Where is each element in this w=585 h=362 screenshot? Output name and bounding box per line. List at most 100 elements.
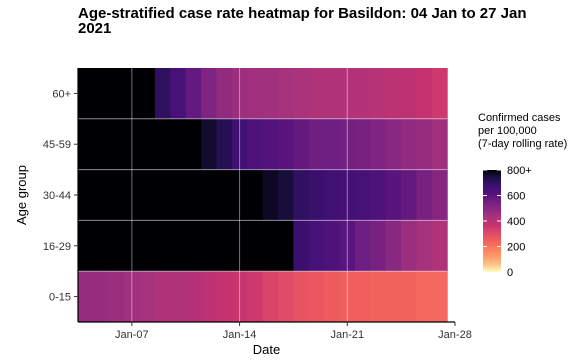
heatmap-cell	[231, 271, 248, 323]
heatmap-cell	[339, 118, 356, 170]
heatmap-cell	[170, 68, 187, 120]
heatmap-cell	[139, 118, 156, 170]
legend-tick-label: 600	[507, 191, 525, 203]
heatmap-cell	[370, 271, 387, 323]
heatmap-cell	[93, 169, 110, 221]
heatmap-cell	[170, 118, 187, 170]
heatmap-cell	[201, 220, 217, 272]
heatmap-cell	[78, 220, 94, 272]
heatmap-cell	[154, 271, 171, 323]
heatmap-cell	[262, 169, 279, 221]
heatmap-cell	[247, 220, 264, 272]
heatmap-cell	[385, 169, 402, 221]
y-tick-label: 60+	[52, 88, 71, 100]
heatmap-cell	[231, 118, 248, 170]
legend-tick-label: 200	[507, 242, 525, 254]
heatmap-cell	[385, 68, 402, 120]
heatmap-cell	[139, 271, 156, 323]
y-tick-label: 0-15	[49, 292, 71, 304]
heatmap-cell	[216, 271, 233, 323]
heatmap-cell	[124, 271, 140, 323]
heatmap-cell	[78, 68, 94, 120]
heatmap-cell	[385, 271, 402, 323]
heatmap-cell	[124, 220, 140, 272]
y-tick-label: 30-44	[43, 190, 71, 202]
heatmap-cell	[139, 220, 156, 272]
heatmap-cell	[247, 118, 264, 170]
heatmap-cell	[170, 271, 187, 323]
heatmap-cell	[416, 169, 433, 221]
heatmap-cell	[324, 271, 340, 323]
heatmap-cell	[308, 271, 325, 323]
heatmap-cell	[416, 271, 433, 323]
heatmap-cell	[324, 169, 340, 221]
heatmap-cell	[201, 169, 217, 221]
heatmap-cell	[247, 169, 264, 221]
heatmap-cell	[416, 68, 433, 120]
heatmap-cell	[185, 220, 202, 272]
heatmap-cell	[354, 68, 371, 120]
heatmap-cell	[339, 271, 356, 323]
heatmap-cell	[339, 68, 356, 120]
heatmap-cell	[431, 220, 448, 272]
heatmap-cell	[247, 271, 264, 323]
heatmap-cells	[78, 68, 448, 323]
heatmap-cell	[293, 118, 310, 170]
heatmap-cell	[262, 220, 279, 272]
heatmap-cell	[216, 68, 233, 120]
heatmap-cell	[370, 220, 387, 272]
heatmap-cell	[293, 169, 310, 221]
heatmap-cell	[201, 68, 217, 120]
heatmap-cell	[431, 68, 448, 120]
heatmap-cell	[124, 118, 140, 170]
heatmap-cell	[431, 271, 448, 323]
heatmap-cell	[216, 220, 233, 272]
heatmap-cell	[201, 271, 217, 323]
heatmap-cell	[354, 271, 371, 323]
heatmap-cell	[247, 68, 264, 120]
heatmap-cell	[324, 118, 340, 170]
heatmap-cell	[78, 169, 94, 221]
heatmap-cell	[93, 220, 110, 272]
legend-title-line: (7-day rolling rate)	[478, 138, 567, 150]
heatmap-cell	[231, 169, 248, 221]
heatmap-cell	[278, 271, 294, 323]
y-tick-label: 16-29	[43, 241, 71, 253]
x-axis-label: Date	[253, 342, 280, 357]
heatmap-cell	[401, 68, 417, 120]
heatmap-cell	[308, 220, 325, 272]
heatmap-cell	[308, 118, 325, 170]
legend-color-bar	[483, 170, 501, 272]
legend-tick-label: 0	[507, 267, 513, 279]
heatmap-cell	[354, 220, 371, 272]
heatmap-cell	[201, 118, 217, 170]
heatmap-cell	[324, 68, 340, 120]
heatmap-cell	[185, 118, 202, 170]
y-axis-label: Age group	[14, 165, 29, 225]
heatmap-cell	[108, 220, 125, 272]
heatmap-cell	[231, 68, 248, 120]
heatmap-cell	[262, 271, 279, 323]
heatmap-cell	[431, 169, 448, 221]
heatmap-cell	[154, 118, 171, 170]
heatmap-cell	[124, 68, 140, 120]
x-tick-label: Jan-21	[330, 329, 364, 341]
heatmap-cell	[185, 271, 202, 323]
x-tick-label: Jan-28	[438, 329, 472, 341]
y-tick-label: 45-59	[43, 139, 71, 151]
chart-title: Age-stratified case rate heatmap for Bas…	[78, 5, 527, 37]
heatmap-cell	[401, 271, 417, 323]
heatmap-cell	[139, 68, 156, 120]
heatmap-cell	[416, 220, 433, 272]
heatmap-cell	[93, 68, 110, 120]
heatmap-cell	[216, 118, 233, 170]
heatmap-cell	[416, 118, 433, 170]
x-axis-ticks: Jan-07 Jan-14 Jan-21 Jan-28	[115, 322, 472, 341]
heatmap-cell	[262, 118, 279, 170]
heatmap-cell	[385, 220, 402, 272]
heatmap-cell	[354, 169, 371, 221]
legend-tick-label: 800+	[507, 165, 532, 177]
heatmap-cell	[108, 68, 125, 120]
